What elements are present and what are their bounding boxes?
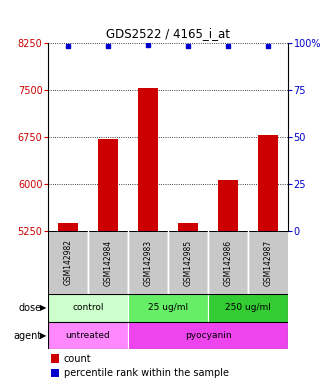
Text: GSM142986: GSM142986	[223, 239, 232, 286]
Text: count: count	[64, 354, 91, 364]
Title: GDS2522 / 4165_i_at: GDS2522 / 4165_i_at	[106, 27, 230, 40]
Text: GSM142982: GSM142982	[64, 240, 72, 285]
Text: untreated: untreated	[66, 331, 110, 340]
Bar	[138, 88, 158, 231]
Text: ▶: ▶	[40, 303, 46, 313]
Bar	[48, 322, 128, 349]
Bar	[208, 294, 288, 322]
Bar	[218, 180, 238, 231]
Bar	[48, 231, 88, 294]
Bar	[58, 223, 78, 231]
Bar	[48, 294, 128, 322]
Text: ▶: ▶	[40, 331, 46, 340]
Bar	[98, 139, 118, 231]
Text: agent: agent	[13, 331, 41, 341]
Text: percentile rank within the sample: percentile rank within the sample	[64, 368, 228, 378]
Text: dose: dose	[18, 303, 41, 313]
Text: GSM142985: GSM142985	[183, 239, 193, 286]
Text: pyocyanin: pyocyanin	[185, 331, 231, 340]
Text: GSM142984: GSM142984	[104, 239, 113, 286]
Bar	[208, 231, 248, 294]
Text: control: control	[72, 303, 104, 313]
Bar	[258, 135, 278, 231]
Text: 25 ug/ml: 25 ug/ml	[148, 303, 188, 313]
Bar	[248, 231, 288, 294]
Bar	[88, 231, 128, 294]
Bar	[128, 294, 208, 322]
Bar	[168, 231, 208, 294]
Bar	[178, 223, 198, 231]
Bar	[128, 322, 288, 349]
Text: GSM142983: GSM142983	[143, 239, 153, 286]
Text: GSM142987: GSM142987	[263, 239, 272, 286]
Text: 250 ug/ml: 250 ug/ml	[225, 303, 271, 313]
Bar	[128, 231, 168, 294]
